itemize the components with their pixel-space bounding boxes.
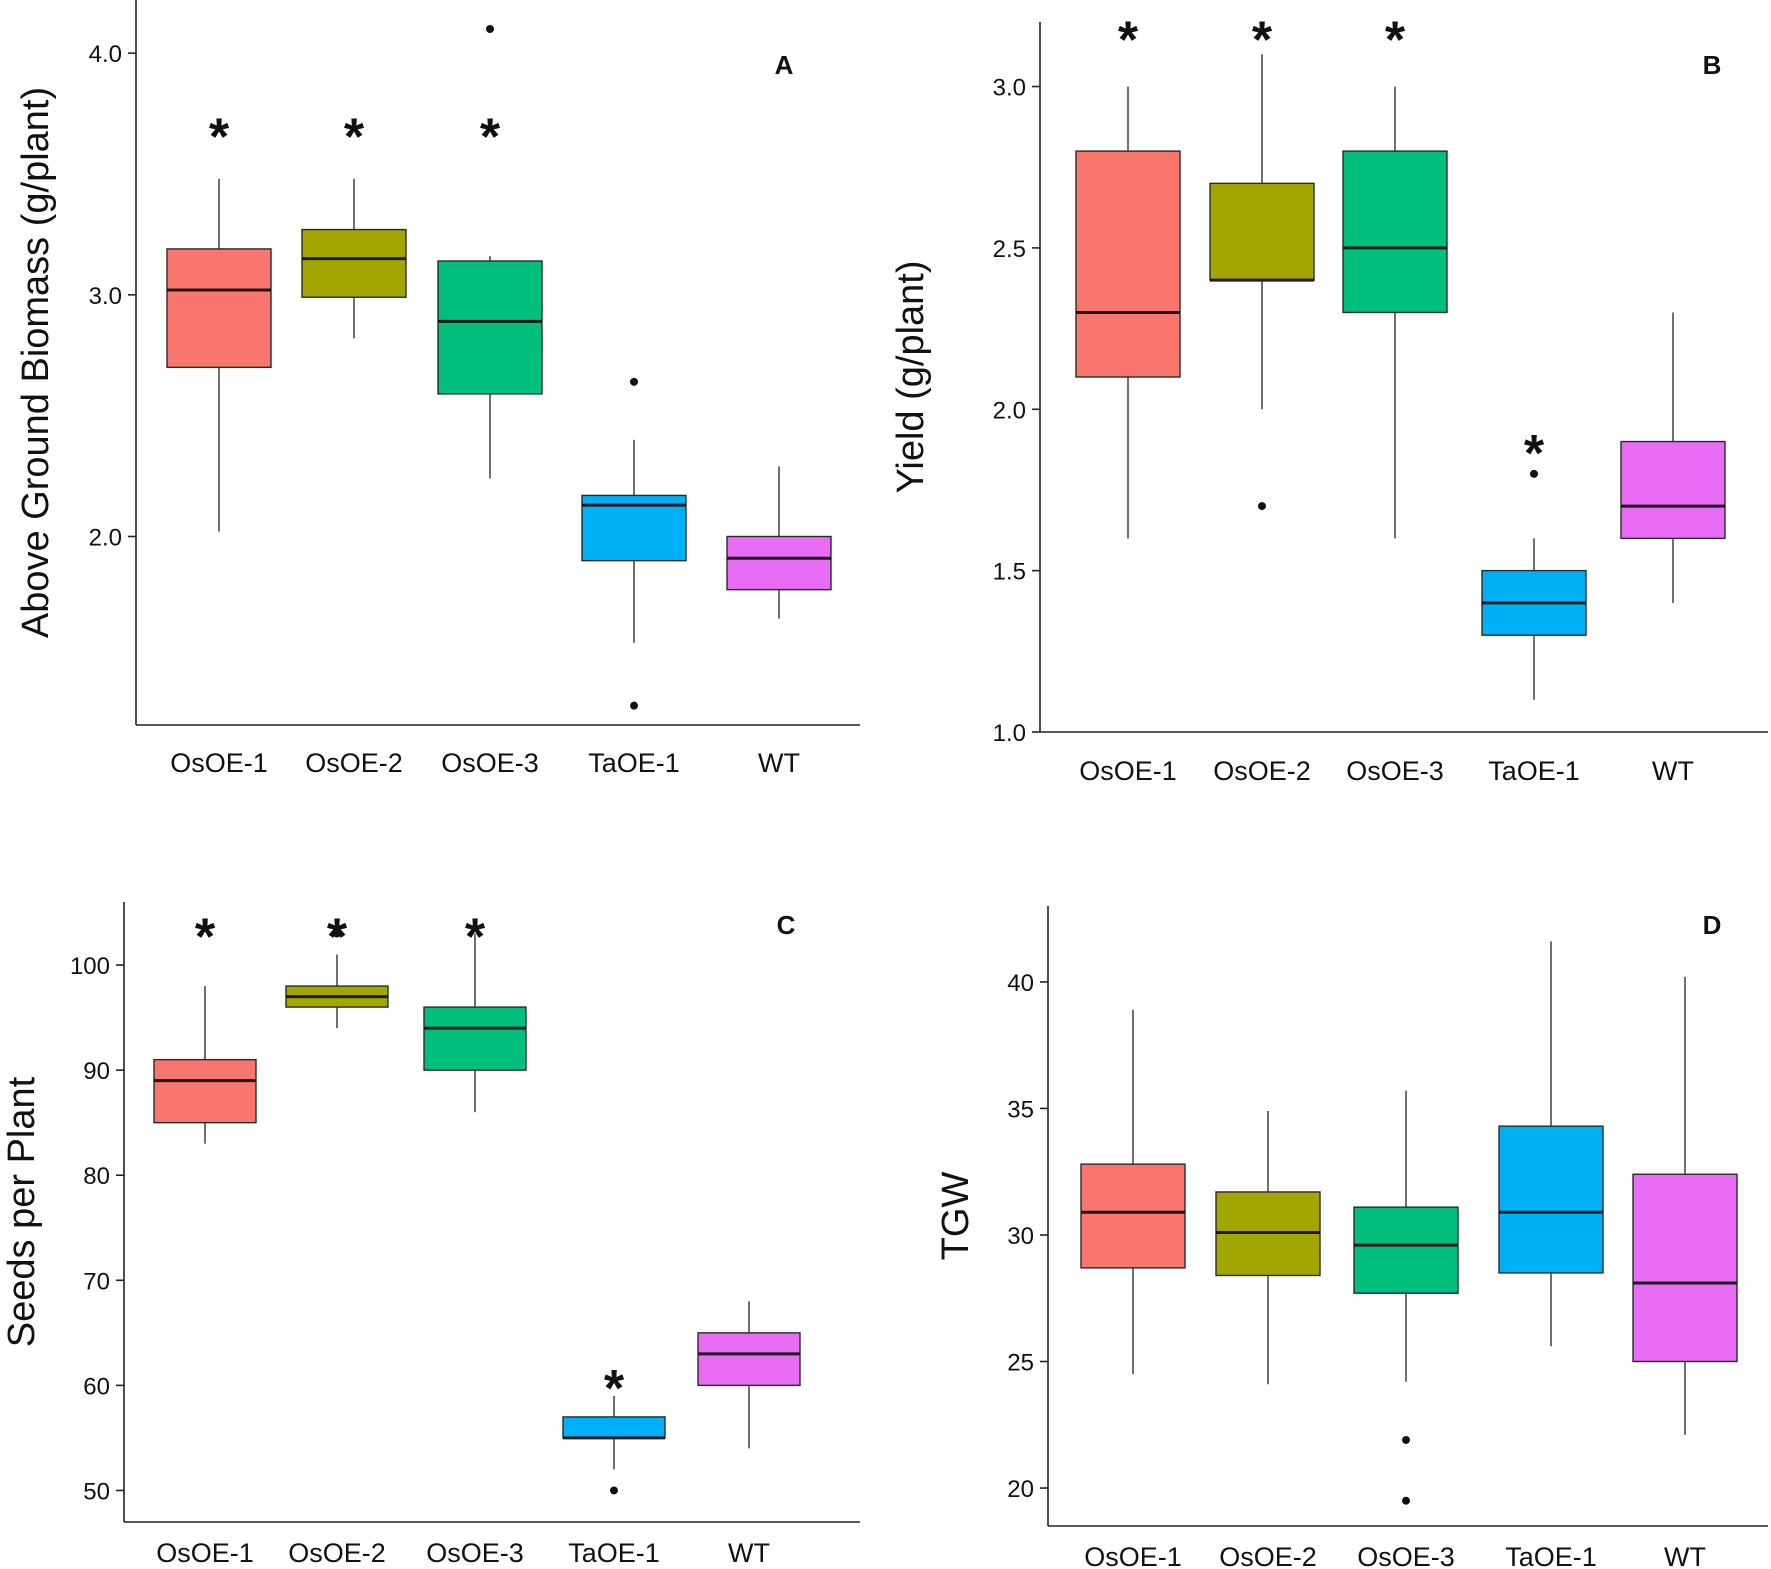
significance-star: * [1385,12,1406,70]
box-taoe-1 [562,1416,666,1439]
significance-star: * [344,108,365,166]
significance-star: * [1252,12,1273,70]
box-osoe-2 [301,228,407,298]
outlier-point [333,929,341,938]
x-category-label: OsOE-3 [426,1538,524,1568]
x-category-label: OsOE-1 [1084,1542,1182,1569]
y-tick-label: 80 [83,1163,110,1190]
significance-star: * [1118,12,1139,70]
y-tick-label: 3.0 [89,283,122,310]
box-osoe-3 [423,1006,527,1071]
x-category-label: TaOE-1 [568,1538,660,1568]
significance-star: * [327,908,348,966]
y-axis-title: Yield (g/plant) [890,260,932,493]
outlier-point [630,377,638,386]
y-tick-label: 70 [83,1268,110,1295]
y-tick-label: 60 [83,1373,110,1400]
significance-star: * [465,908,486,966]
box-taoe-1 [1498,1125,1604,1274]
x-category-label: OsOE-3 [1357,1542,1455,1569]
panel-d-tgw: 20 25 30 35 40 TGW D OsOE-1 OsOE-2 OsOE-3 TaOE-1 WT [935,906,1768,1569]
panel-letter: D [1703,910,1722,940]
x-category-label: OsOE-1 [1079,756,1177,786]
x-category-label: TaOE-1 [1505,1542,1597,1569]
significance-star: * [209,108,230,166]
y-tick-label: 3.0 [993,75,1026,102]
outlier-point [1530,469,1538,478]
panel-c-seeds-per-plant: 50 60 70 80 90 100 Seeds per Plant C * OsOE-1 * OsO… [1,902,860,1568]
significance-star: * [195,908,216,966]
significance-star: * [604,1360,625,1418]
y-axis-title: Seeds per Plant [1,1076,43,1347]
outlier-point [1258,502,1266,511]
y-tick-label: 2.0 [993,397,1026,424]
y-tick-label: 90 [83,1058,110,1085]
panel-b-yield: 1.0 1.5 2.0 2.5 3.0 Yield (g/plant) B * OsOE-1 * O… [890,12,1768,786]
y-tick-label: 50 [83,1478,110,1505]
panel-letter: A [775,50,794,80]
x-category-label: OsOE-1 [156,1538,254,1568]
outlier-point [610,1486,618,1495]
y-axis-title: Above Ground Biomass (g/plant) [15,87,57,638]
significance-star: * [1524,425,1545,483]
y-axis-title: TGW [935,1172,977,1261]
box-wt [726,535,832,591]
x-category-label: TaOE-1 [588,748,680,778]
x-category-label: WT [758,748,800,778]
x-category-label: TaOE-1 [1488,756,1580,786]
y-tick-label: 1.0 [993,720,1026,747]
outlier-point [486,25,494,33]
panel-letter: C [777,910,796,940]
box-osoe-1 [166,248,272,369]
y-tick-label: 4.0 [89,41,122,68]
x-category-label: WT [1664,1542,1706,1569]
box-osoe-3 [1342,150,1448,314]
x-category-label: OsOE-2 [288,1538,386,1568]
box-osoe-3 [437,260,543,395]
x-category-label: OsOE-2 [1219,1542,1317,1569]
y-tick-label: 1.5 [993,559,1026,586]
box-osoe-1 [1080,1163,1186,1269]
x-category-label: WT [728,1538,770,1568]
panel-letter: B [1703,50,1722,80]
x-category-label: OsOE-3 [1346,756,1444,786]
x-category-label: OsOE-3 [441,748,539,778]
outlier-point [630,701,638,710]
y-tick-label: 30 [1007,1223,1034,1250]
box-wt [697,1332,801,1387]
outlier-point [1402,1496,1410,1505]
outlier-point [1402,1435,1410,1444]
box-osoe-3 [1353,1206,1459,1294]
box-osoe-1 [1075,150,1181,378]
y-tick-label: 35 [1007,1096,1034,1123]
y-tick-label: 25 [1007,1350,1034,1377]
box-osoe-1 [153,1058,257,1124]
significance-star: * [480,108,501,166]
x-category-label: OsOE-2 [305,748,403,778]
box-wt [1632,1173,1738,1363]
y-tick-label: 2.0 [89,525,122,552]
panel-a-biomass: 2.0 3.0 4.0 Above Ground Biomass (g/plant) A… [15,0,860,778]
box-osoe-2 [1209,182,1315,281]
x-category-label: OsOE-2 [1213,756,1311,786]
y-tick-label: 2.5 [993,236,1026,263]
x-category-label: WT [1652,756,1694,786]
x-category-label: OsOE-1 [170,748,268,778]
y-tick-label: 20 [1007,1476,1034,1503]
y-tick-label: 100 [70,953,110,980]
box-wt [1620,440,1726,540]
y-tick-label: 40 [1007,970,1034,997]
